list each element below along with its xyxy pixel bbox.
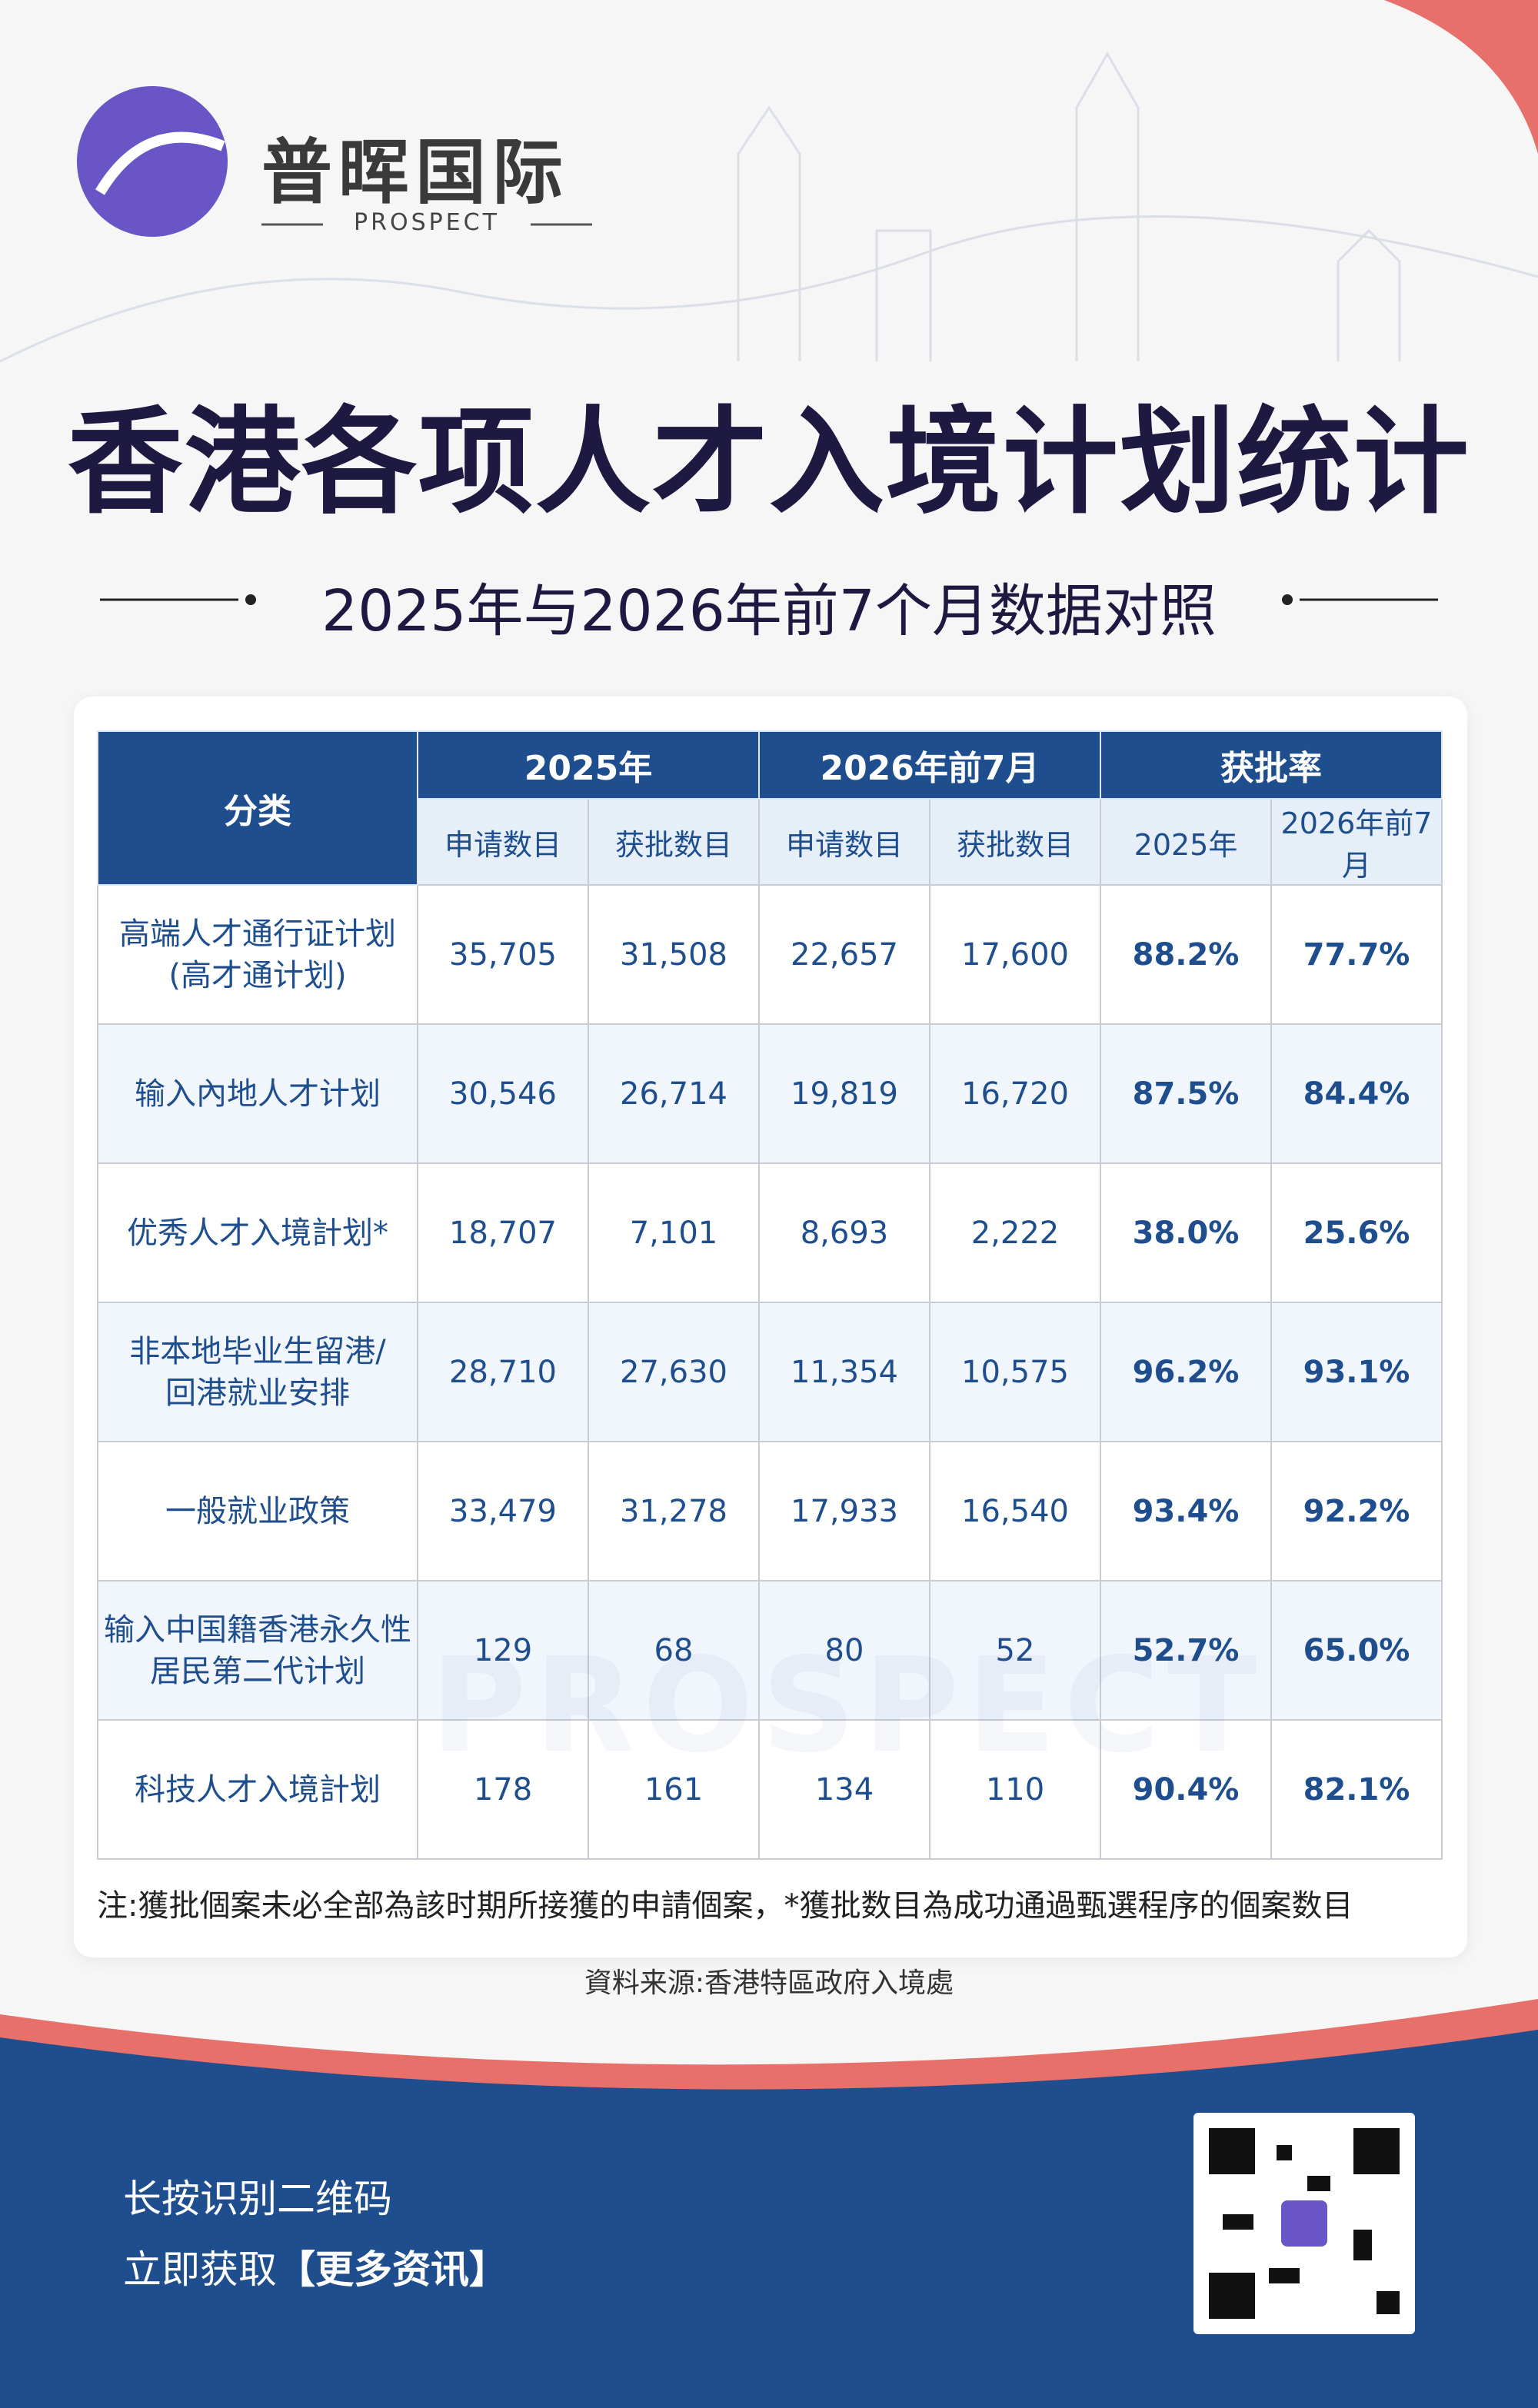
sub-header: 2026年前7月 xyxy=(1270,798,1443,886)
category-cell: 一般就业政策 xyxy=(97,1441,418,1581)
rate-cell: 92.2% xyxy=(1270,1441,1443,1581)
group-header: 2025年 xyxy=(417,730,760,800)
number-cell: 16,720 xyxy=(929,1023,1101,1164)
sub-header: 申请数目 xyxy=(758,798,930,886)
number-cell: 31,278 xyxy=(588,1441,760,1581)
corner-header: 分类 xyxy=(97,730,418,886)
group-header: 2026年前7月 xyxy=(758,730,1101,800)
number-cell: 18,707 xyxy=(417,1162,589,1303)
rate-cell: 52.7% xyxy=(1100,1580,1272,1721)
brand-sub: PROSPECT xyxy=(354,209,500,236)
category-cell: 科技人才入境計划 xyxy=(97,1719,418,1860)
category-cell: 输入內地人才计划 xyxy=(97,1023,418,1164)
watermark: PROSPECT xyxy=(431,1630,1264,1782)
group-header: 获批率 xyxy=(1100,730,1443,800)
number-cell: 11,354 xyxy=(758,1302,930,1442)
number-cell: 52 xyxy=(929,1580,1101,1721)
subtitle: 2025年与2026年前7个月数据对照 xyxy=(321,578,1217,644)
rate-cell: 90.4% xyxy=(1100,1719,1272,1860)
number-cell: 26,714 xyxy=(588,1023,760,1164)
category-cell: 非本地毕业生留港/ 回港就业安排 xyxy=(97,1302,418,1442)
note: 注:獲批個案未必全部為該时期所接獲的申請個案，*獲批数目為成功通過甄選程序的個案… xyxy=(97,1888,1353,1924)
category-cell: 优秀人才入境計划* xyxy=(97,1162,418,1303)
table-row: 输入中国籍香港永久性 居民第二代计划 129 68 80 52 52.7% 65.0% xyxy=(97,1580,1443,1721)
number-cell: 17,600 xyxy=(929,884,1101,1025)
rate-cell: 82.1% xyxy=(1270,1719,1443,1860)
number-cell: 31,508 xyxy=(588,884,760,1025)
category-cell: 输入中国籍香港永久性 居民第二代计划 xyxy=(97,1580,418,1721)
sub-header: 获批数目 xyxy=(588,798,760,886)
number-cell: 19,819 xyxy=(758,1023,930,1164)
data-table: 分类 2025年 2026年前7月 获批率 申请数目 获批数目 申请数目 获批数目 20… xyxy=(97,730,1443,1860)
footer-text: 长按识别二维码 xyxy=(123,2177,392,2221)
footer-text: 立即获取【更多资讯】 xyxy=(123,2239,508,2294)
table-row: 优秀人才入境計划* 18,707 7,101 8,693 2,222 38.0% 25.6% xyxy=(97,1162,1443,1303)
footer-highlight: 【更多资讯】 xyxy=(277,2247,508,2292)
number-cell: 7,101 xyxy=(588,1162,760,1303)
number-cell: 35,705 xyxy=(417,884,589,1025)
rate-cell: 93.1% xyxy=(1270,1302,1443,1442)
table-row: 科技人才入境計划 178 161 134 110 90.4% 82.1% xyxy=(97,1719,1443,1860)
rate-cell: 84.4% xyxy=(1270,1023,1443,1164)
category-cell: 高端人才通行证计划 (高才通计划) xyxy=(97,884,418,1025)
table-row: 非本地毕业生留港/ 回港就业安排 28,710 27,630 11,354 10,575… xyxy=(97,1302,1443,1442)
footer-prefix: 立即获取 xyxy=(123,2247,277,2292)
rate-cell: 65.0% xyxy=(1270,1580,1443,1721)
number-cell: 27,630 xyxy=(588,1302,760,1442)
number-cell: 178 xyxy=(417,1719,589,1860)
rate-cell: 87.5% xyxy=(1100,1023,1272,1164)
rate-cell: 25.6% xyxy=(1270,1162,1443,1303)
number-cell: 2,222 xyxy=(929,1162,1101,1303)
sub-header: 2025年 xyxy=(1100,798,1272,886)
sub-header: 申请数目 xyxy=(417,798,589,886)
table-row: 一般就业政策 33,479 31,278 17,933 16,540 93.4% 92.2% xyxy=(97,1441,1443,1581)
number-cell: 110 xyxy=(929,1719,1101,1860)
table-row: 输入內地人才计划 30,546 26,714 19,819 16,720 87.5% 84.… xyxy=(97,1023,1443,1164)
number-cell: 8,693 xyxy=(758,1162,930,1303)
number-cell: 22,657 xyxy=(758,884,930,1025)
number-cell: 134 xyxy=(758,1719,930,1860)
number-cell: 33,479 xyxy=(417,1441,589,1581)
source: 資料来源:香港特區政府入境處 xyxy=(584,1967,954,1999)
title: 香港各项人才入境计划统计 xyxy=(67,396,1470,530)
rate-cell: 77.7% xyxy=(1270,884,1443,1025)
number-cell: 30,546 xyxy=(417,1023,589,1164)
number-cell: 161 xyxy=(588,1719,760,1860)
number-cell: 28,710 xyxy=(417,1302,589,1442)
sub-header: 获批数目 xyxy=(929,798,1101,886)
rate-cell: 93.4% xyxy=(1100,1441,1272,1581)
rate-cell: 38.0% xyxy=(1100,1162,1272,1303)
number-cell: 16,540 xyxy=(929,1441,1101,1581)
number-cell: 129 xyxy=(417,1580,589,1721)
rate-cell: 96.2% xyxy=(1100,1302,1272,1442)
brand-name: 普晖国际 xyxy=(261,131,570,214)
number-cell: 80 xyxy=(758,1580,930,1721)
rate-cell: 88.2% xyxy=(1100,884,1272,1025)
number-cell: 17,933 xyxy=(758,1441,930,1581)
number-cell: 10,575 xyxy=(929,1302,1101,1442)
number-cell: 68 xyxy=(588,1580,760,1721)
table-row: 高端人才通行证计划 (高才通计划) 35,705 31,508 22,657 17,60… xyxy=(97,884,1443,1025)
